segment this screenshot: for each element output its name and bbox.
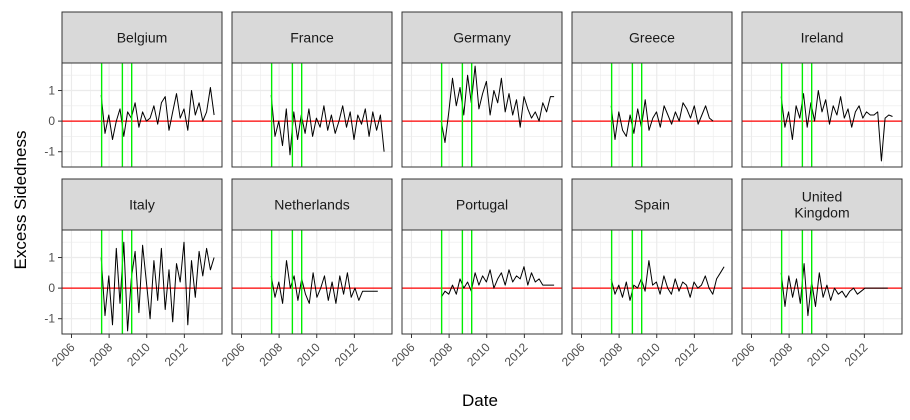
facet-strip xyxy=(61,178,223,231)
facet-title: Portugal xyxy=(456,197,508,213)
series-line xyxy=(780,263,888,317)
x-tick-label: 2010 xyxy=(804,340,833,369)
facet-panel: Spain xyxy=(571,178,733,335)
facet-panel: Ireland xyxy=(741,11,903,168)
x-tick-label: 2010 xyxy=(294,340,323,369)
panel-border xyxy=(741,62,903,168)
x-tick-label: 2006 xyxy=(49,340,78,369)
facet-strip xyxy=(61,11,223,64)
facet-title: Spain xyxy=(634,197,670,213)
plot-background xyxy=(402,63,562,167)
facet-title: Belgium xyxy=(117,30,168,46)
panel-border xyxy=(741,229,903,335)
plot-background xyxy=(742,63,902,167)
panel-border xyxy=(571,62,733,168)
x-tick-label: 2008 xyxy=(766,340,795,369)
facet-strip xyxy=(401,178,563,231)
facet-panel: Belgium xyxy=(61,11,223,168)
y-tick-label: -1 xyxy=(44,145,55,159)
x-tick-label: 2010 xyxy=(634,340,663,369)
facet-panel: Netherlands xyxy=(231,178,393,335)
panel-border xyxy=(401,62,563,168)
facet-panels: Belgium France Germany Greece Ireland Italy Ne… xyxy=(61,11,903,335)
panel-border xyxy=(61,62,223,168)
x-tick-label: 2006 xyxy=(389,340,418,369)
facet-strip xyxy=(741,11,903,64)
x-tick-label: 2006 xyxy=(729,340,758,369)
series-line xyxy=(610,99,714,140)
series-line xyxy=(610,260,725,301)
facet-strip xyxy=(231,178,393,231)
x-tick-label: 2012 xyxy=(842,340,871,369)
facet-strip xyxy=(571,178,733,231)
x-tick-label: 2012 xyxy=(332,340,361,369)
y-tick-label: -1 xyxy=(44,312,55,326)
facet-panel: Greece xyxy=(571,11,733,168)
facet-title: Netherlands xyxy=(274,197,350,213)
facet-strip xyxy=(571,11,733,64)
x-tick-label: 2010 xyxy=(464,340,493,369)
facet-title: Italy xyxy=(129,197,155,213)
plot-background xyxy=(232,63,392,167)
series-line xyxy=(270,260,378,304)
facet-panel: Germany xyxy=(401,11,563,168)
series-line xyxy=(780,90,893,162)
facet-panel: United Kingdom xyxy=(741,178,903,335)
panel-border xyxy=(231,229,393,335)
panel-border xyxy=(401,229,563,335)
facet-title: Germany xyxy=(453,30,511,46)
series-line xyxy=(100,241,215,332)
panel-border xyxy=(61,229,223,335)
x-tick-label: 2012 xyxy=(502,340,531,369)
facet-title: Greece xyxy=(629,30,675,46)
y-tick-label: 1 xyxy=(48,251,55,265)
facet-panel: Italy xyxy=(61,178,223,335)
series-line xyxy=(440,266,555,298)
x-tick-label: 2008 xyxy=(426,340,455,369)
x-tick-label: 2006 xyxy=(559,340,588,369)
x-tick-labels: 2006 2008 2010 2012 2006 2008 2010 2012 2006 2008… xyxy=(49,334,871,369)
x-axis-title: Date xyxy=(462,391,498,410)
y-tick-labels: -1 0 1 -1 0 1 xyxy=(44,84,62,326)
facet-strip xyxy=(231,11,393,64)
facet-title: Ireland xyxy=(801,30,844,46)
facet-title: France xyxy=(290,30,334,46)
y-tick-label: 1 xyxy=(48,84,55,98)
x-tick-label: 2010 xyxy=(124,340,153,369)
y-tick-label: 0 xyxy=(48,281,55,295)
y-axis-title: Excess Sidedness xyxy=(11,131,30,270)
x-tick-label: 2008 xyxy=(86,340,115,369)
facet-panel: France xyxy=(231,11,393,168)
plot-background xyxy=(572,63,732,167)
panel-border xyxy=(571,229,733,335)
series-line xyxy=(270,95,385,156)
x-tick-label: 2012 xyxy=(672,340,701,369)
facet-strip xyxy=(401,11,563,64)
facet-panel: Portugal xyxy=(401,178,563,335)
x-tick-label: 2008 xyxy=(256,340,285,369)
series-line xyxy=(440,65,555,143)
panel-border xyxy=(231,62,393,168)
x-tick-label: 2008 xyxy=(596,340,625,369)
y-tick-label: 0 xyxy=(48,114,55,128)
facet-title: United Kingdom xyxy=(794,189,849,221)
x-tick-label: 2012 xyxy=(162,340,191,369)
x-tick-label: 2006 xyxy=(219,340,248,369)
plot-background xyxy=(742,230,902,334)
series-line xyxy=(100,87,215,140)
